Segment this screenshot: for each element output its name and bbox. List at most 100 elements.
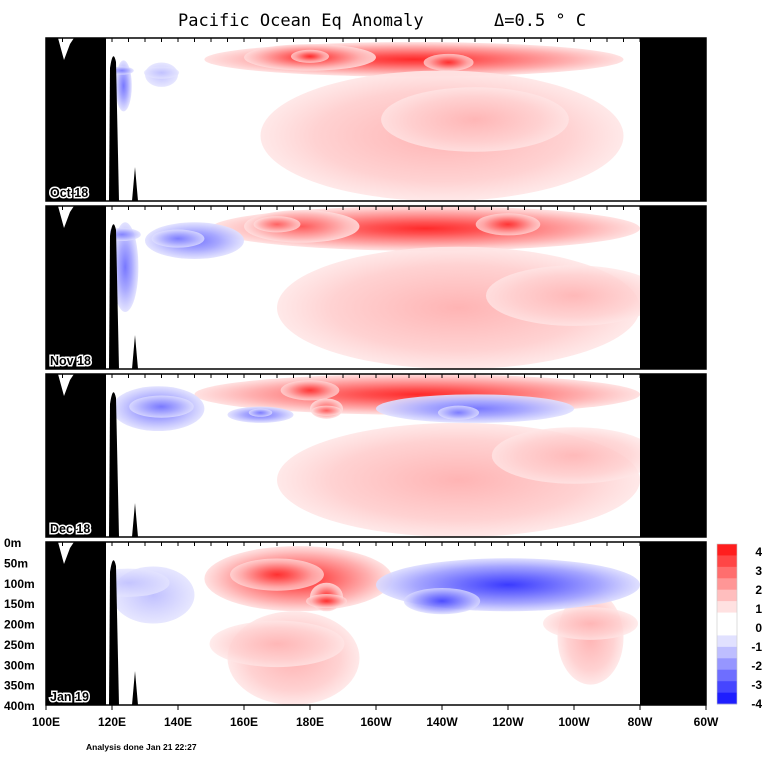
anomaly-core-3: [129, 395, 194, 418]
anomaly-core-4: [143, 66, 180, 79]
y-tick-label: 100m: [4, 577, 35, 591]
anomaly-field: [110, 42, 624, 201]
anomaly-cold-3: [112, 222, 139, 312]
x-tick-label: 140W: [426, 715, 458, 729]
land-east: [640, 542, 706, 705]
y-tick-label: 300m: [4, 658, 35, 672]
y-tick-label: 200m: [4, 618, 35, 632]
land-mask: [46, 542, 706, 705]
colorbar-tick-label: -1: [751, 640, 762, 654]
x-tick-label: 100W: [558, 715, 590, 729]
y-tick-label: 150m: [4, 597, 35, 611]
colorbar: 4 3 2 1 0 -1 -2 -3 -4: [716, 543, 762, 711]
y-tick-label: 250m: [4, 638, 35, 652]
anomaly-core-1: [311, 405, 342, 416]
land-mask: [46, 38, 706, 201]
land-east: [640, 38, 706, 201]
panel-oct-18: Oct 18: [45, 37, 707, 202]
colorbar-frame: [716, 543, 738, 705]
x-tick-label: 120E: [98, 715, 126, 729]
land-gap: [106, 374, 110, 537]
colorbar-swatch: [717, 601, 737, 613]
land-mask: [46, 206, 706, 369]
anomaly-core-0: [280, 380, 340, 401]
colorbar-swatch: [717, 544, 737, 556]
anomaly-core-0: [475, 213, 541, 236]
anomaly-core-1: [305, 594, 348, 609]
land-west: [46, 542, 106, 705]
colorbar-swatch: [717, 669, 737, 682]
panel-label: Dec 18: [50, 522, 90, 536]
colorbar-swatch: [717, 589, 737, 602]
anomaly-core-2: [491, 427, 657, 484]
chart-title: Pacific Ocean Eq Anomaly: [178, 11, 424, 31]
colorbar-swatch: [717, 578, 737, 591]
contour-interval-label: Δ=0.5 ° C: [494, 11, 586, 31]
land-island-2: [132, 335, 138, 369]
colorbar-swatch: [717, 646, 737, 659]
land-island-1: [109, 560, 119, 705]
panel-jan-19: Jan 19: [45, 541, 707, 706]
x-tick-label: 140E: [164, 715, 192, 729]
anomaly-core-0: [423, 53, 474, 72]
land-island-1: [109, 56, 119, 201]
y-axis: 0m 50m 100m 150m 200m 250m 300m 350m 400m: [4, 536, 35, 713]
y-tick-label: 50m: [4, 556, 28, 570]
anomaly-core-3: [542, 607, 639, 640]
land-notch: [58, 374, 74, 396]
land-west: [46, 38, 106, 201]
land-island-2: [132, 671, 138, 705]
land-island-2: [132, 167, 138, 201]
land-west: [46, 374, 106, 537]
anomaly-core-2: [381, 87, 569, 152]
colorbar-swatch: [717, 658, 737, 671]
anomaly-core-2: [209, 620, 345, 668]
panel-nov-18: Nov 18: [45, 205, 707, 370]
x-tick-label: 80W: [628, 715, 653, 729]
colorbar-tick-label: -3: [751, 678, 762, 692]
colorbar-tick-label: 4: [755, 545, 762, 559]
colorbar-swatch: [717, 566, 737, 579]
colorbar-tick-label: 2: [755, 583, 762, 597]
anomaly-field: [87, 546, 640, 705]
land-east: [640, 206, 706, 369]
anomaly-core-4: [248, 408, 273, 417]
colorbar-swatch: [717, 635, 737, 648]
anomaly-field: [112, 374, 657, 537]
land-notch: [58, 38, 74, 60]
anomaly-core-5: [437, 405, 480, 420]
colorbar-swatch: [717, 692, 737, 705]
y-tick-label: 400m: [4, 699, 35, 713]
panel-label: Jan 19: [50, 690, 89, 704]
colorbar-tick-label: -2: [751, 659, 762, 673]
panel-label: Oct 18: [50, 186, 88, 200]
x-axis: 100E 120E 140E 160E 180E 160W 140W 120W 100W 80W 6…: [32, 705, 719, 729]
y-tick-label: 350m: [4, 679, 35, 693]
anomaly-core-0: [230, 558, 324, 591]
x-tick-label: 100E: [32, 715, 60, 729]
anomaly-core-4: [151, 229, 205, 248]
x-tick-label: 160E: [230, 715, 258, 729]
colorbar-swatch: [717, 624, 737, 636]
land-west: [46, 206, 106, 369]
colorbar-swatch: [717, 612, 737, 625]
land-mask: [46, 374, 706, 537]
panels-group: Oct 18 Nov 18 Dec 18 Jan 19: [45, 37, 707, 706]
anomaly-core-4: [403, 587, 481, 615]
land-island-1: [109, 392, 119, 537]
colorbar-tick-label: -4: [751, 697, 762, 711]
colorbar-tick-label: 3: [755, 564, 762, 578]
x-tick-label: 180E: [296, 715, 324, 729]
panel-dec-18: Dec 18: [45, 373, 707, 538]
x-tick-label: 120W: [492, 715, 524, 729]
land-gap: [106, 542, 110, 705]
land-gap: [106, 38, 110, 201]
anomaly-core-1: [290, 49, 330, 63]
anomaly-core-2: [485, 265, 663, 326]
anomaly-core-1: [253, 216, 301, 233]
colorbar-swatch: [717, 555, 737, 568]
land-island-1: [109, 224, 119, 369]
anomaly-field: [102, 206, 663, 369]
land-notch: [58, 206, 74, 228]
